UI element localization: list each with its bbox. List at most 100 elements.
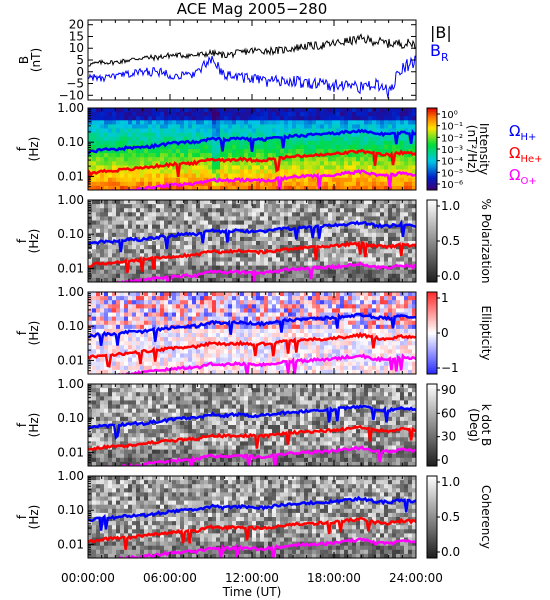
spectrogram-cell — [228, 216, 233, 221]
spectrogram-cell — [336, 112, 341, 117]
spectrogram-cell — [384, 257, 389, 262]
spectrogram-cell — [368, 140, 373, 146]
spectrogram-cell — [144, 320, 149, 326]
spectrogram-cell — [128, 128, 133, 133]
spectrogram-cell — [332, 220, 337, 225]
spectrogram-cell — [200, 345, 205, 350]
spectrogram-cell — [272, 261, 277, 266]
spectrogram-cell — [104, 369, 109, 374]
spectrogram-cell — [316, 361, 321, 367]
spectrogram-cell — [348, 273, 353, 279]
spectrogram-cell — [352, 249, 357, 254]
spectrogram-cell — [168, 132, 173, 138]
spectrogram-cell — [148, 124, 153, 129]
spectrogram-cell — [88, 320, 93, 326]
spectrogram-cell — [332, 308, 337, 313]
spectrogram-cell — [104, 161, 109, 166]
spectrogram-cell — [284, 132, 289, 138]
spectrogram-cell — [244, 304, 249, 309]
spectrogram-cell — [336, 120, 341, 125]
spectrogram-cell — [372, 241, 377, 246]
spectrogram-cell — [232, 328, 237, 334]
spectrogram-cell — [164, 257, 169, 262]
spectrogram-cell — [120, 269, 125, 275]
spectrogram-cell — [168, 308, 173, 313]
spectrogram-cell — [168, 257, 173, 262]
spectrogram-cell — [100, 157, 105, 162]
spectrogram-cell — [204, 324, 209, 330]
colorbar-segment — [427, 130, 437, 134]
spectrogram-cell — [212, 108, 217, 113]
spectrogram-cell — [136, 132, 141, 138]
spectrogram-cell — [108, 112, 113, 117]
spectrogram-cell — [120, 292, 125, 297]
spectrogram-cell — [404, 165, 409, 170]
spectrogram-cell — [208, 181, 213, 187]
spectrogram-cell — [380, 149, 385, 154]
spectrogram-cell — [132, 253, 137, 258]
spectrogram-cell — [240, 253, 245, 258]
spectrogram-cell — [324, 149, 329, 154]
spectrogram-cell — [148, 269, 153, 275]
spectrogram-cell — [168, 349, 173, 354]
spectrogram-cell — [212, 224, 217, 230]
spectrogram-cell — [188, 277, 193, 282]
spectrogram-cell — [268, 257, 273, 262]
spectrogram-cell — [204, 173, 209, 179]
spectrogram-cell — [336, 241, 341, 246]
spectrogram-cell — [192, 236, 197, 242]
spectrogram-cell — [112, 181, 117, 187]
spectrogram-cell — [172, 357, 177, 363]
spectrogram-cell — [328, 345, 333, 350]
spectrogram-cell — [384, 177, 389, 183]
spectrogram-cell — [220, 216, 225, 221]
spectrogram-cell — [344, 369, 349, 374]
spectrogram-cell — [196, 277, 201, 282]
spectrogram-cell — [276, 149, 281, 154]
spectrogram-cell — [92, 337, 97, 342]
spectrogram-cell — [124, 357, 129, 363]
spectrogram-cell — [336, 212, 341, 217]
spectrogram-cell — [344, 228, 349, 234]
spectrogram-cell — [216, 208, 221, 213]
spectrogram-cell — [268, 200, 273, 205]
spectrogram-cell — [264, 144, 269, 150]
spectrogram-cell — [160, 341, 165, 346]
spectrogram-cell — [280, 365, 285, 371]
spectrogram-cell — [288, 165, 293, 170]
spectrogram-cell — [396, 177, 401, 183]
spectrogram-cell — [152, 112, 157, 117]
spectrogram-cell — [308, 312, 313, 317]
spectrogram-cell — [112, 241, 117, 246]
spectrogram-cell — [300, 161, 305, 166]
spectrogram-cell — [320, 228, 325, 234]
spectrogram-cell — [224, 273, 229, 279]
spectrogram-cell — [400, 273, 405, 279]
spectrogram-cell — [112, 173, 117, 179]
spectrogram-cell — [96, 257, 101, 262]
spectrogram-cell — [132, 212, 137, 217]
spectrogram-cell — [352, 161, 357, 166]
spectrogram-cell — [188, 320, 193, 326]
spectrogram-cell — [272, 357, 277, 363]
spectrogram-cell — [244, 181, 249, 187]
spectrogram-cell — [188, 116, 193, 121]
spectrogram-cell — [128, 228, 133, 234]
spectrogram-cell — [124, 320, 129, 326]
spectrogram-cell — [268, 324, 273, 330]
spectrogram-cell — [340, 253, 345, 258]
spectrogram-cell — [240, 292, 245, 297]
spectrogram-cell — [332, 345, 337, 350]
colorbar-segment — [427, 144, 437, 148]
spectrogram-cell — [104, 292, 109, 297]
spectrogram-cell — [300, 249, 305, 254]
spectrogram-cell — [336, 365, 341, 371]
spectrogram-cell — [260, 224, 265, 230]
colorbar-label-line: Intensity — [477, 123, 491, 175]
spectrogram-cell — [120, 253, 125, 258]
spectrogram-cell — [404, 120, 409, 125]
spectrogram-cell — [280, 149, 285, 154]
spectrogram-cell — [320, 136, 325, 142]
spectrogram-cell — [220, 236, 225, 242]
spectrogram-cell — [240, 128, 245, 133]
